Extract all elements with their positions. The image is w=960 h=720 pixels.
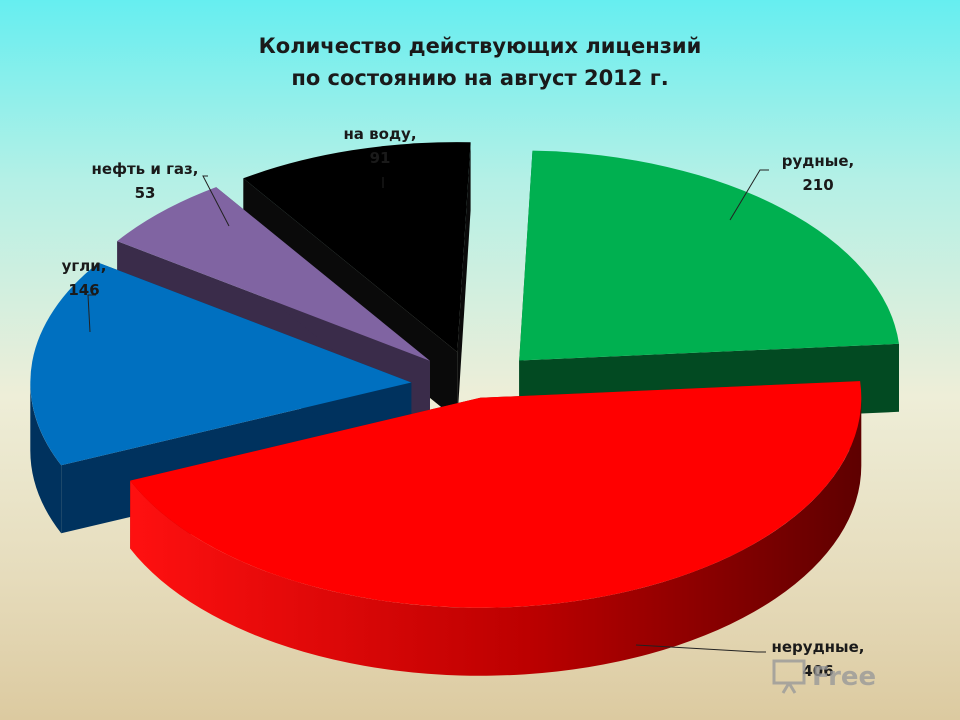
label-neft-i-gaz: нефть и газ, 53 (92, 160, 199, 202)
label-na-vodu-value: 91 (370, 149, 391, 167)
watermark-text: Free (812, 662, 876, 692)
leader-nerudnye (635, 644, 766, 653)
label-rudnye: рудные, 210 (782, 152, 854, 194)
label-nerudnye-value: 406 (802, 662, 833, 680)
label-ugli-category: угли, (62, 257, 107, 275)
label-ugli: угли, 146 (62, 257, 107, 299)
chart-title-line-1: Количество действующих лицензий (258, 34, 702, 58)
leader-rudnye (729, 169, 769, 221)
leader-ugli (87, 294, 96, 333)
slice-ugli-top (30, 262, 412, 466)
pie-slices (30, 142, 899, 676)
slice-neft-i-gaz-top (117, 187, 430, 361)
label-neft-i-gaz-category: нефть и газ, (92, 160, 199, 178)
slice-na-vodu-wall-end (457, 142, 471, 421)
chart-title: Количество действующих лицензий по состо… (0, 30, 960, 94)
slice-rudnye-top (519, 150, 899, 361)
leader-lines (87, 169, 769, 653)
slice-nerudnye-side (130, 397, 862, 676)
label-na-vodu-category: на воду, (343, 125, 416, 143)
label-nerudnye-category: нерудные, (772, 638, 865, 656)
presentation-icon: Free (772, 659, 876, 694)
watermark: Free (772, 655, 932, 695)
label-na-vodu: на воду, 91 (343, 125, 416, 167)
label-nerudnye: нерудные, 406 (772, 638, 865, 680)
slice-na-vodu-top (243, 142, 471, 353)
label-ugli-value: 146 (68, 281, 99, 299)
label-rudnye-category: рудные, (782, 152, 854, 170)
slice-nerudnye-top (130, 381, 862, 608)
chart-title-line-2: по состоянию на август 2012 г. (291, 66, 669, 90)
label-rudnye-value: 210 (802, 176, 833, 194)
slice-ugli-side (30, 382, 62, 534)
slice-nerudnye (130, 381, 862, 676)
data-labels: рудные, 210 нерудные, 406 угли, 146 нефть и га… (62, 125, 865, 680)
label-neft-i-gaz-value: 53 (135, 184, 156, 202)
leader-neft-i-gaz (202, 175, 230, 227)
